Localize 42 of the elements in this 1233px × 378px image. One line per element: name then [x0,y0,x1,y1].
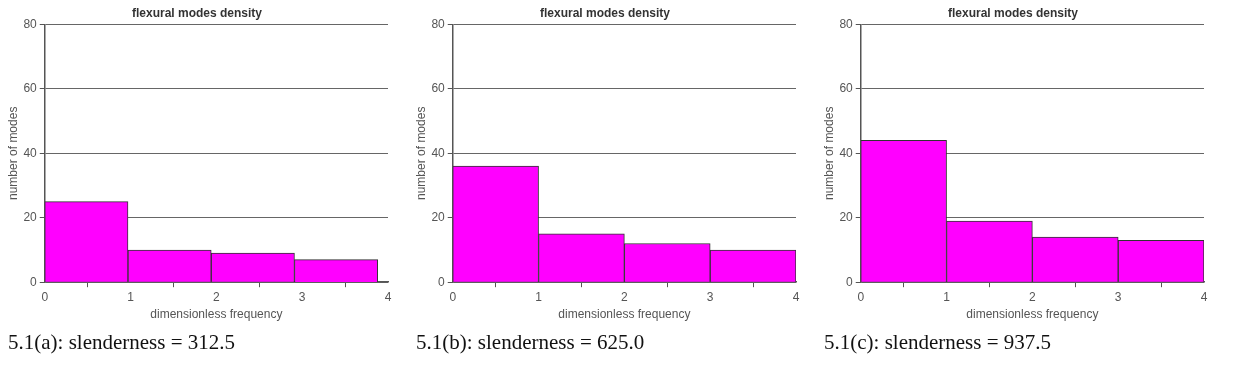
x-tick-label: 0 [857,289,865,304]
x-tick-label: 4 [792,289,800,304]
y-tick-label: 60 [839,81,854,96]
x-axis-title: dimensionless frequency [150,307,283,322]
x-tick-label: 1 [127,289,135,304]
y-axis-title: number of modes [821,106,836,200]
x-tick-label: 3 [1114,289,1122,304]
y-tick-label: 0 [846,274,854,289]
y-tick-label: 80 [23,16,38,31]
x-tick-label: 0 [449,289,457,304]
chart-title: flexural modes density [131,5,263,20]
x-tick-label: 2 [621,289,629,304]
y-tick-label: 40 [23,145,38,160]
x-tick-label: 3 [706,289,714,304]
y-tick-label: 20 [23,210,38,225]
x-tick-label: 2 [1029,289,1037,304]
text: 5.1(a): slenderness = 312.5 [7,330,236,355]
y-tick-label: 20 [431,210,446,225]
y-tick-label: 60 [431,81,446,96]
y-tick-label: 20 [839,210,854,225]
x-tick-label: 1 [943,289,951,304]
text: 5.1(b): slenderness = 625.0 [415,330,645,355]
y-tick-label: 0 [30,274,38,289]
y-axis-title: number of modes [5,106,20,200]
x-tick-label: 3 [298,289,306,304]
x-axis-title: dimensionless frequency [966,307,1099,322]
y-tick-label: 60 [23,81,38,96]
x-tick-label: 0 [41,289,49,304]
x-tick-label: 4 [384,289,392,304]
y-tick-label: 80 [431,16,446,31]
text: 5.1(c): slenderness = 937.5 [823,330,1052,355]
y-tick-label: 80 [839,16,854,31]
y-tick-label: 40 [839,145,854,160]
chart-title: flexural modes density [539,5,671,20]
x-axis-title: dimensionless frequency [558,307,691,322]
x-tick-label: 2 [213,289,221,304]
y-tick-label: 0 [438,274,446,289]
x-tick-label: 4 [1200,289,1208,304]
y-tick-label: 40 [431,145,446,160]
x-tick-label: 1 [535,289,543,304]
chart-title: flexural modes density [947,5,1079,20]
y-axis-title: number of modes [413,106,428,200]
